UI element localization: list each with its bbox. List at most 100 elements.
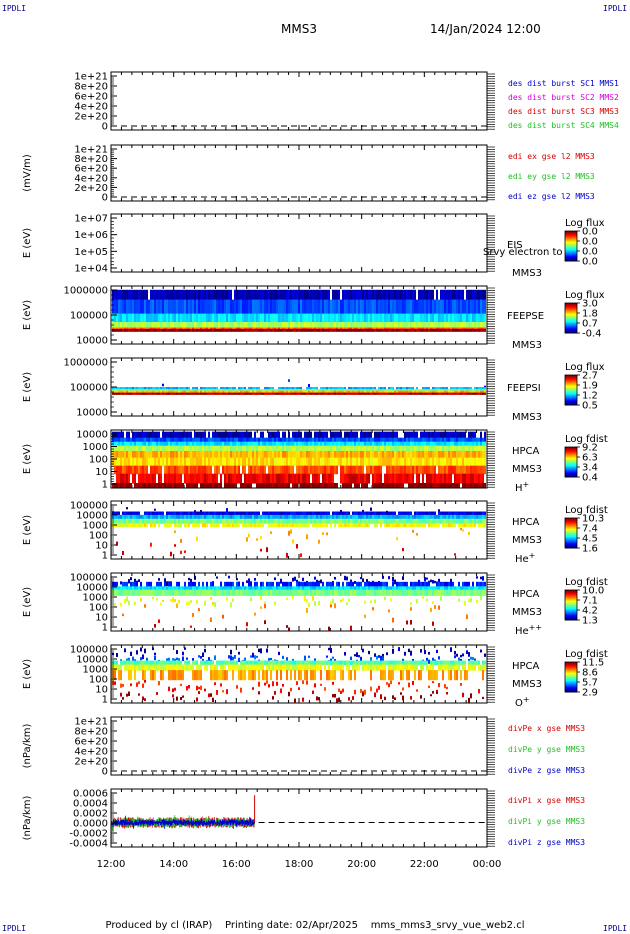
feepse-cell: [292, 313, 294, 323]
hpca-h-cell: [170, 465, 172, 475]
feepse-cell: [326, 322, 328, 329]
feepsi-cell: [416, 389, 418, 392]
feepse-cell: [416, 322, 418, 329]
hpca-h-cell: [388, 465, 390, 475]
feepsi-cell: [352, 390, 354, 394]
feepsi-cell: [222, 387, 224, 390]
hpca-h-cell: [476, 457, 478, 467]
hpca-h-cell: [204, 483, 206, 488]
eis-sc-label: MMS3: [512, 268, 542, 279]
feepsi-cell: [256, 392, 258, 395]
feepsi-cell: [144, 389, 146, 392]
feepse-cell: [188, 322, 190, 329]
hpca-h-cell: [114, 437, 116, 443]
feepsi-cell: [276, 392, 278, 395]
hpca-h-cell: [122, 451, 124, 459]
hpca-h-cell: [308, 457, 310, 467]
hpca-he-cell: [324, 518, 326, 524]
hpca-h-cell: [204, 473, 206, 484]
feepsi-cell: [290, 392, 292, 395]
feepse-cell: [274, 329, 276, 332]
hpca-h-cell: [214, 437, 216, 443]
hpca-h-cell: [250, 457, 252, 467]
hpca-h-cell: [302, 451, 304, 459]
hpca-h-cell: [276, 431, 278, 439]
hpca-he-cell: [382, 518, 384, 524]
hpca-h-colorbar-cell: [565, 470, 577, 472]
hpca-h-cell: [176, 483, 178, 488]
feepsi-cell: [120, 390, 122, 394]
feepse-cell: [210, 329, 212, 332]
hpca-he-cell: [124, 518, 126, 524]
hpca-h-cell: [182, 431, 184, 439]
hpca-h-cell: [270, 437, 272, 443]
feepse-cell: [182, 299, 184, 315]
hpca-he-cell: [250, 514, 252, 520]
feepsi-cell: [290, 387, 292, 390]
feepse-cell: [216, 289, 218, 301]
hpca-h-cell: [188, 437, 190, 443]
hpca-he-cell: [446, 514, 448, 520]
hpca-h-cell: [180, 457, 182, 467]
feepse-cell: [400, 327, 402, 330]
hpca-h-cell: [346, 465, 348, 475]
hpca-h-cell: [122, 473, 124, 484]
feepse-cell: [400, 322, 402, 329]
hpca-he-cell: [210, 514, 212, 520]
hpca-he-cell: [364, 511, 366, 516]
feepsi-cell: [160, 387, 162, 390]
hpca-h-cell: [146, 441, 148, 447]
hpca-he-cell: [440, 514, 442, 520]
hpca-h-cell: [332, 457, 334, 467]
feepsi-cell: [376, 390, 378, 394]
feepse-cell: [408, 289, 410, 301]
feepse-cell: [216, 327, 218, 330]
feepse-cell: [184, 322, 186, 329]
hpca-h-cell: [260, 437, 262, 443]
hpca-h-cell: [320, 465, 322, 475]
hpca-he-frame: [110, 500, 495, 560]
hpca-h-cell: [138, 441, 140, 447]
hpca-he-cell: [258, 511, 260, 516]
feepsi-colorbar-tick-label: 1.9: [582, 381, 598, 392]
hpca-he-cell: [170, 518, 172, 524]
feepsi-cell: [268, 389, 270, 392]
hpca-h-cell: [480, 441, 482, 447]
feepsi-cell: [408, 387, 410, 390]
hpca-h-cell: [418, 451, 420, 459]
feepsi-cell: [284, 392, 286, 395]
hpca-he-cell: [190, 511, 192, 516]
hpca-he-cell: [122, 514, 124, 520]
hpca-h-cell: [354, 465, 356, 475]
feepse-cell: [204, 289, 206, 301]
feepse-cell: [144, 322, 146, 329]
des-dist-axes-box: [110, 71, 488, 131]
hpca-h-cell: [298, 473, 300, 484]
feepse-cell: [374, 289, 376, 301]
hpca-h-cell: [304, 441, 306, 447]
hpca-h-cell: [436, 483, 438, 488]
hpca-h-cell: [156, 465, 158, 475]
feepse-cell: [292, 289, 294, 301]
feepsi-cell: [404, 392, 406, 395]
hpca-h-cell: [302, 441, 304, 447]
hpca-h-cell: [482, 473, 484, 484]
feepsi-cell: [342, 387, 344, 390]
feepse-cell: [180, 327, 182, 330]
hpca-h-cell: [350, 437, 352, 443]
hpca-h-cell: [402, 445, 404, 452]
feepsi-cell: [186, 389, 188, 392]
feepse-cell: [254, 327, 256, 330]
hpca-h-cell: [274, 431, 276, 439]
feepsi-cell: [278, 389, 280, 392]
hpca-he-cell: [406, 514, 408, 520]
hpca-h-cell: [308, 445, 310, 452]
hpca-h-cell: [468, 483, 470, 488]
feepse-cell: [178, 313, 180, 323]
hpca-he-cell: [342, 511, 344, 516]
feepsi-cell: [290, 389, 292, 392]
hpca-he-cell: [192, 511, 194, 516]
eis-colorbar-cell: [565, 259, 577, 261]
feepse-cell: [192, 299, 194, 315]
feepsi-cell: [358, 387, 360, 390]
